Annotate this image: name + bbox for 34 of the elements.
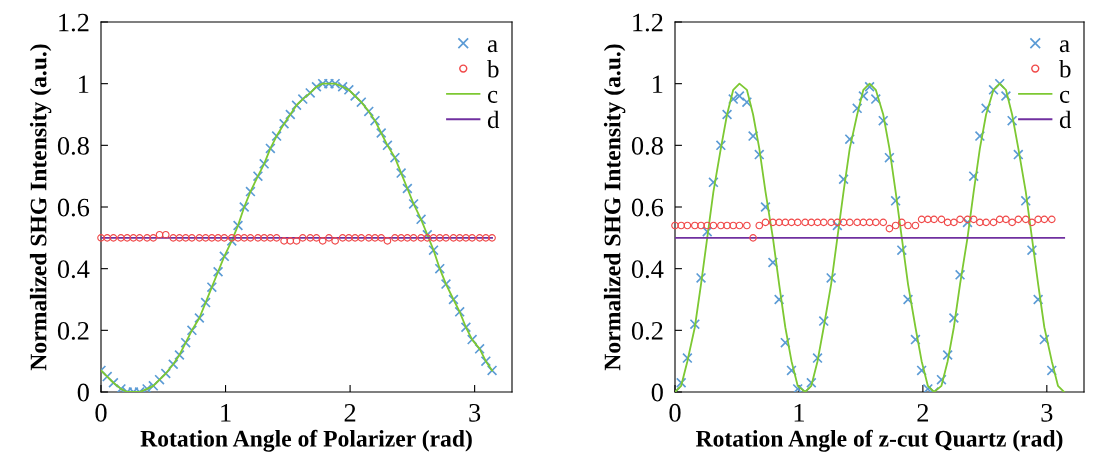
legend-label: a xyxy=(1059,40,1070,53)
legend-label: d xyxy=(1059,110,1072,129)
x-tick-label: 3 xyxy=(1041,403,1053,422)
y-tick-label: 1 xyxy=(79,75,89,93)
y-tick-label: 0.2 xyxy=(57,321,89,340)
legend-label: b xyxy=(487,59,499,78)
legend-label: c xyxy=(1059,90,1070,103)
legend-label: d xyxy=(487,110,500,129)
x-tick-label: 1 xyxy=(221,404,231,422)
y-tick-label: 0.6 xyxy=(57,198,90,217)
legend-label: b xyxy=(1059,59,1071,78)
x-axis-title: Rotation Angle of Polarizer (rad) xyxy=(140,429,472,452)
x-axis-title: Rotation Angle of z-cut Quartz (rad) xyxy=(695,429,1063,452)
y-tick-label: 0.8 xyxy=(631,136,663,155)
y-tick-label: 0 xyxy=(77,383,89,402)
x-tick-label: 2 xyxy=(917,403,929,422)
x-tick-label: 0 xyxy=(669,403,681,422)
y-tick-label: 1.2 xyxy=(59,13,89,32)
x-tick-label: 2 xyxy=(344,403,356,422)
y-tick-label: 0.4 xyxy=(57,260,90,279)
x-tick-label: 0 xyxy=(95,403,107,422)
legend-label: c xyxy=(487,90,498,103)
y-tick-label: 0.4 xyxy=(631,260,664,279)
y-tick-label: 0.2 xyxy=(631,321,663,340)
y-tick-label: 1 xyxy=(653,75,663,93)
y-tick-label: 0.6 xyxy=(631,198,664,217)
y-axis-title: Normalized SHG Intensity (a.u.) xyxy=(603,44,626,371)
y-tick-label: 0.8 xyxy=(57,136,89,155)
y-tick-label: 1.2 xyxy=(633,13,663,32)
legend-label: a xyxy=(487,40,498,53)
y-axis-title: Normalized SHG Intensity (a.u.) xyxy=(29,44,52,371)
x-tick-label: 3 xyxy=(469,403,481,422)
y-tick-label: 0 xyxy=(651,383,663,402)
x-tick-label: 1 xyxy=(794,404,804,422)
